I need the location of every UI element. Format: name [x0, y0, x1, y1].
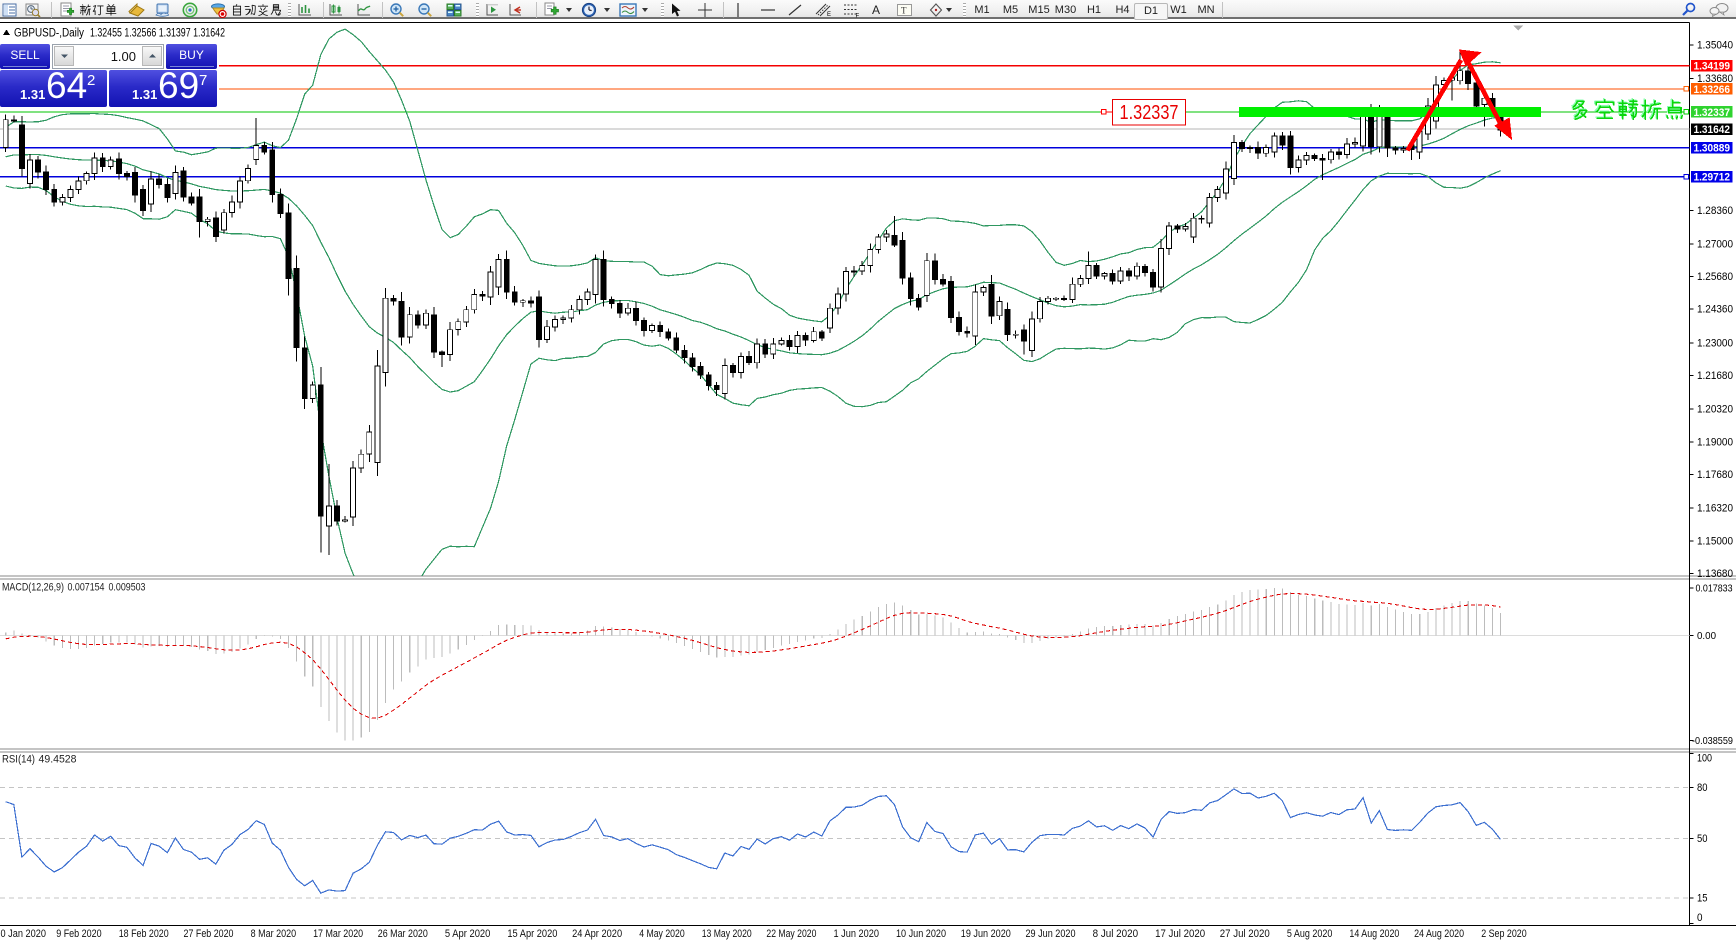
svg-text:100: 100 [1697, 753, 1712, 765]
svg-text:1 Jun 2020: 1 Jun 2020 [834, 928, 880, 940]
svg-text:0.00: 0.00 [1697, 630, 1716, 642]
svg-text:RSI(14): RSI(14) [2, 754, 35, 766]
svg-text:50: 50 [1697, 833, 1708, 845]
svg-text:MACD(12,26,9): MACD(12,26,9) [2, 582, 64, 594]
svg-text:8 Jul 2020: 8 Jul 2020 [1093, 928, 1139, 940]
svg-text:1.21680: 1.21680 [1697, 370, 1733, 382]
svg-text:0.017833: 0.017833 [1696, 583, 1733, 595]
svg-text:15: 15 [1697, 893, 1708, 905]
svg-text:F: F [856, 14, 860, 19]
svg-text:1.27000: 1.27000 [1697, 238, 1733, 250]
svg-text:T: T [901, 6, 907, 16]
svg-text:2 Sep 2020: 2 Sep 2020 [1481, 928, 1527, 940]
svg-text:5 Apr 2020: 5 Apr 2020 [445, 928, 491, 940]
svg-text:18 Feb 2020: 18 Feb 2020 [119, 928, 169, 940]
svg-text:1.17680: 1.17680 [1697, 469, 1733, 481]
svg-text:27 Jul 2020: 27 Jul 2020 [1220, 928, 1270, 940]
svg-text:1.32337: 1.32337 [1694, 107, 1731, 119]
svg-text:15 Apr 2020: 15 Apr 2020 [507, 928, 557, 940]
svg-text:1.30889: 1.30889 [1694, 143, 1731, 155]
svg-text:1.20320: 1.20320 [1697, 404, 1733, 416]
svg-text:17 Mar 2020: 17 Mar 2020 [313, 928, 363, 940]
svg-text:22 May 2020: 22 May 2020 [766, 928, 816, 940]
svg-text:29 Jun 2020: 29 Jun 2020 [1026, 928, 1076, 940]
svg-text:0: 0 [1697, 912, 1703, 924]
svg-text:49.4528: 49.4528 [39, 754, 77, 766]
svg-text:1.32455 1.32566 1.31397 1.3164: 1.32455 1.32566 1.31397 1.31642 [90, 28, 225, 40]
svg-text:1.29712: 1.29712 [1694, 172, 1731, 184]
svg-text:1.31642: 1.31642 [1694, 124, 1731, 136]
svg-text:27 Feb 2020: 27 Feb 2020 [184, 928, 234, 940]
svg-text:24 Apr 2020: 24 Apr 2020 [572, 928, 622, 940]
svg-text:19 Jun 2020: 19 Jun 2020 [961, 928, 1011, 940]
svg-text:26 Mar 2020: 26 Mar 2020 [378, 928, 428, 940]
svg-text:24 Aug 2020: 24 Aug 2020 [1414, 928, 1464, 940]
svg-text:1.19000: 1.19000 [1697, 436, 1733, 448]
svg-text:1.16320: 1.16320 [1697, 503, 1733, 515]
svg-text:1.24360: 1.24360 [1697, 304, 1733, 316]
svg-text:9 Feb 2020: 9 Feb 2020 [56, 928, 101, 940]
svg-text:1.28360: 1.28360 [1697, 205, 1733, 217]
svg-text:E: E [827, 12, 831, 18]
svg-text:1.33266: 1.33266 [1694, 84, 1731, 96]
svg-text:0.009503: 0.009503 [109, 582, 146, 594]
svg-text:1.23000: 1.23000 [1697, 337, 1733, 349]
svg-text:10 Jun 2020: 10 Jun 2020 [896, 928, 946, 940]
svg-text:1.15000: 1.15000 [1697, 535, 1733, 547]
svg-text:4 May 2020: 4 May 2020 [639, 928, 685, 940]
svg-text:80: 80 [1697, 782, 1708, 794]
svg-text:17 Jul 2020: 17 Jul 2020 [1155, 928, 1205, 940]
svg-text:1.35040: 1.35040 [1697, 40, 1733, 52]
svg-text:-0.038559: -0.038559 [1692, 735, 1733, 747]
svg-text:1.25680: 1.25680 [1697, 271, 1733, 283]
svg-text:8 Mar 2020: 8 Mar 2020 [251, 928, 297, 940]
svg-text:14 Aug 2020: 14 Aug 2020 [1349, 928, 1399, 940]
svg-text:0.007154: 0.007154 [68, 582, 105, 594]
svg-text:GBPUSD-,Daily: GBPUSD-,Daily [14, 28, 84, 40]
svg-text:1.32337: 1.32337 [1120, 101, 1179, 124]
svg-text:1.34199: 1.34199 [1694, 61, 1731, 73]
svg-text:5 Aug 2020: 5 Aug 2020 [1287, 928, 1333, 940]
svg-text:1.13680: 1.13680 [1697, 568, 1733, 580]
svg-text:1.33680: 1.33680 [1697, 73, 1733, 85]
svg-text:13 May 2020: 13 May 2020 [702, 928, 752, 940]
svg-text:0 Jan 2020: 0 Jan 2020 [1, 928, 47, 940]
